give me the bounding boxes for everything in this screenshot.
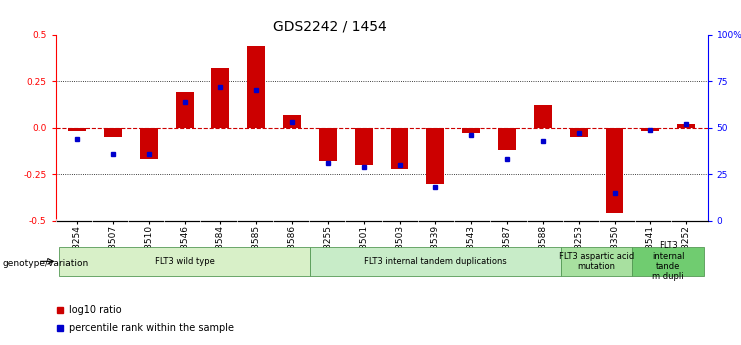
- Text: FLT3
internal
tande
m dupli: FLT3 internal tande m dupli: [652, 241, 685, 282]
- Bar: [176, 92, 193, 128]
- Bar: [211, 68, 230, 128]
- Bar: [462, 128, 480, 133]
- Bar: [605, 128, 623, 213]
- Bar: [140, 128, 158, 159]
- Bar: [283, 115, 301, 128]
- FancyBboxPatch shape: [310, 247, 561, 276]
- Text: FLT3 aspartic acid
mutation: FLT3 aspartic acid mutation: [559, 252, 634, 271]
- Text: FLT3 wild type: FLT3 wild type: [155, 257, 214, 266]
- Bar: [104, 128, 122, 137]
- FancyBboxPatch shape: [561, 247, 632, 276]
- Bar: [677, 124, 695, 128]
- Bar: [534, 105, 552, 128]
- Title: GDS2242 / 1454: GDS2242 / 1454: [273, 19, 386, 33]
- Bar: [570, 128, 588, 137]
- Text: percentile rank within the sample: percentile rank within the sample: [69, 323, 234, 333]
- Bar: [68, 128, 86, 131]
- Bar: [355, 128, 373, 165]
- Bar: [319, 128, 337, 161]
- Bar: [426, 128, 445, 184]
- Bar: [498, 128, 516, 150]
- Bar: [247, 46, 265, 128]
- FancyBboxPatch shape: [59, 247, 310, 276]
- FancyBboxPatch shape: [632, 247, 704, 276]
- Bar: [642, 128, 659, 131]
- Text: genotype/variation: genotype/variation: [2, 259, 88, 268]
- Text: FLT3 internal tandem duplications: FLT3 internal tandem duplications: [364, 257, 507, 266]
- Bar: [391, 128, 408, 169]
- Text: log10 ratio: log10 ratio: [69, 305, 122, 315]
